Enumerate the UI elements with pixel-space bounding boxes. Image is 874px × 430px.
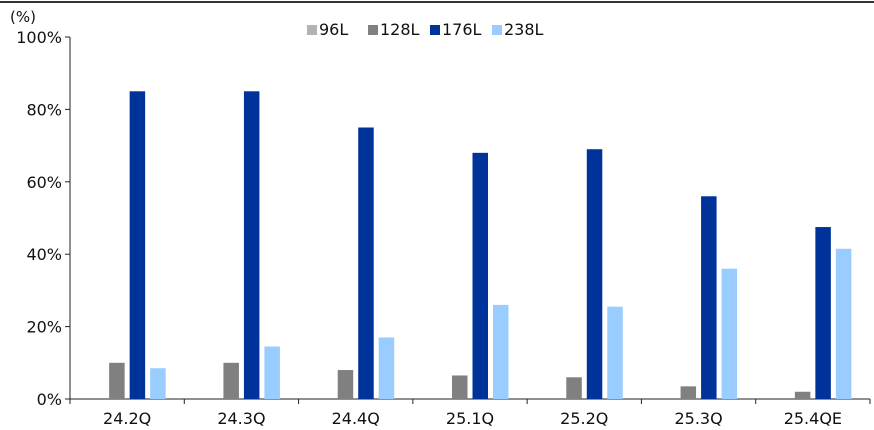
bar-238L [493, 304, 509, 399]
legend-swatch-176L [430, 25, 440, 35]
bar-128L [566, 377, 582, 399]
bar-238L [264, 346, 280, 399]
legend-label-176L: 176L [442, 20, 482, 39]
bar-128L [680, 386, 697, 399]
y-tick-label: 20% [26, 318, 62, 337]
bars [109, 91, 852, 400]
bar-128L [109, 362, 125, 399]
legend-swatch-128L [368, 25, 378, 35]
bar-128L [452, 375, 468, 399]
x-tick-label: 24.2Q [103, 409, 151, 428]
bar-128L [337, 370, 354, 399]
x-tick-label: 25.4QE [784, 409, 842, 428]
x-tick-label: 25.3Q [674, 409, 722, 428]
axes: 0% 20% 40% 60% 80% 100% 24.2Q 24.3Q 24.4Q 25.1Q 25… [16, 28, 871, 428]
bar-176L [586, 149, 603, 399]
legend-swatch-96L [307, 25, 317, 35]
y-tick-label: 100% [16, 28, 62, 47]
bar-238L [378, 337, 395, 399]
x-tick-label: 25.1Q [446, 409, 494, 428]
bar-238L [835, 248, 852, 399]
legend-label-238L: 238L [504, 20, 544, 39]
bar-238L [150, 368, 166, 399]
y-unit-label: (%) [10, 8, 36, 26]
bar-238L [721, 268, 738, 399]
bar-176L [472, 152, 488, 399]
y-tick-label: 0% [37, 390, 62, 409]
bar-176L [701, 196, 717, 399]
legend-label-128L: 128L [380, 20, 420, 39]
legend-swatch-238L [492, 25, 502, 35]
x-tick-label: 24.4Q [332, 409, 380, 428]
bar-176L [358, 127, 374, 399]
x-tick-label: 24.3Q [217, 409, 265, 428]
x-tick-label: 25.2Q [560, 409, 608, 428]
bar-238L [607, 306, 623, 399]
bar-128L [794, 391, 811, 399]
y-tick-label: 60% [26, 173, 62, 192]
bar-176L [815, 227, 831, 399]
y-tick-label: 40% [26, 245, 62, 264]
bar-176L [243, 91, 260, 400]
bar-176L [129, 91, 146, 400]
legend-label-96L: 96L [319, 20, 348, 39]
legend: 96L 128L 176L 238L [307, 20, 544, 39]
y-tick-label: 80% [26, 100, 62, 119]
bar-128L [223, 362, 239, 399]
